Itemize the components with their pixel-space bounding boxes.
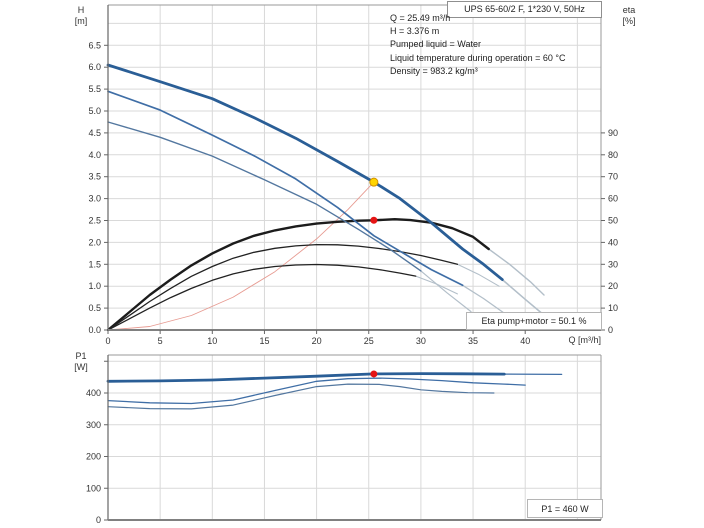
tick-label-q: 15 (259, 336, 269, 346)
tick-label-q: 30 (416, 336, 426, 346)
h-axis-symbol: H (78, 5, 85, 15)
eta-axis-unit: [%] (622, 16, 635, 26)
tick-label-eta: 20 (608, 281, 618, 291)
tick-label-eta: 10 (608, 303, 618, 313)
eta-axis-unit-label: eta [%] (612, 5, 646, 27)
tick-label-eta: 0 (608, 325, 613, 335)
tick-label-eta: 80 (608, 150, 618, 160)
tick-label-h: 2.5 (88, 216, 101, 226)
tick-label-h: 5.5 (88, 84, 101, 94)
tick-label-h: 1.5 (88, 259, 101, 269)
annotation-q: Q = 25.49 m³/h (390, 12, 565, 25)
duty-point-eta-marker (370, 217, 377, 224)
pump-charts-svg: 0.0 0.5 1.0 1.5 2.0 2.5 3.0 3.5 4.0 4.5 5.0 5.5 6.0 6… (0, 0, 704, 528)
tick-label-eta: 40 (608, 237, 618, 247)
eta-axis-symbol: eta (623, 5, 636, 15)
p1-axis-unit: [W] (74, 362, 88, 372)
tick-label-q: 5 (158, 336, 163, 346)
tick-label-q: 10 (207, 336, 217, 346)
tick-label-p1: 300 (86, 420, 101, 430)
duty-point-p1-marker (370, 370, 377, 377)
curve-p1-speed3 (108, 374, 504, 382)
p1-axis-symbol: P1 (75, 351, 86, 361)
tick-label-p1: 200 (86, 452, 101, 462)
tick-label-p1: 100 (86, 483, 101, 493)
p1-axis-unit-label: P1 [W] (62, 351, 100, 373)
tick-label-h: 2.0 (88, 237, 101, 247)
tick-label-h: 0.0 (88, 325, 101, 335)
tick-label-h: 4.5 (88, 128, 101, 138)
tick-label-eta: 50 (608, 216, 618, 226)
tick-label-h: 1.0 (88, 281, 101, 291)
pump-performance-panel: H [m] eta [%] P1 [W] UPS 65-60/2 F, 1*23… (0, 0, 704, 528)
curve-eta-speed2-extension (457, 264, 499, 286)
annotation-temperature: Liquid temperature during operation = 60… (390, 52, 565, 65)
tick-label-q: 25 (364, 336, 374, 346)
curve-p1-speed1 (108, 384, 494, 409)
curve-eta-speed3-extension (489, 249, 544, 295)
tick-label-h: 5.0 (88, 106, 101, 116)
tick-label-eta: 70 (608, 172, 618, 182)
tick-label-eta: 90 (608, 128, 618, 138)
annotation-h: H = 3.376 m (390, 25, 565, 38)
duty-point-qh-marker (370, 178, 378, 186)
tick-label-eta: 30 (608, 259, 618, 269)
tick-label-h: 6.5 (88, 40, 101, 50)
tick-label-h: 3.0 (88, 194, 101, 204)
tick-label-p1: 0 (96, 515, 101, 525)
tick-label-q: 35 (468, 336, 478, 346)
tick-label-p1: 400 (86, 388, 101, 398)
tick-label-q: 20 (312, 336, 322, 346)
tick-label-h: 3.5 (88, 172, 101, 182)
tick-label-h: 0.5 (88, 303, 101, 313)
annotation-liquid: Pumped liquid = Water (390, 38, 565, 51)
eta-value-label: Eta pump+motor = 50.1 % (466, 312, 602, 330)
h-axis-unit: [m] (75, 16, 88, 26)
q-axis-unit-label: Q [m³/h] (520, 335, 601, 345)
tick-label-h: 4.0 (88, 150, 101, 160)
tick-label-q: 0 (105, 336, 110, 346)
curve-eta-pump-motor-speed3 (108, 219, 489, 330)
h-axis-unit-label: H [m] (62, 5, 100, 27)
curve-qh-speed2 (108, 91, 463, 285)
curve-eta-pump-motor-speed1 (108, 265, 416, 331)
duty-point-annotations: Q = 25.49 m³/h H = 3.376 m Pumped liquid… (390, 12, 565, 78)
annotation-density: Density = 983.2 kg/m³ (390, 65, 565, 78)
p1-value-label: P1 = 460 W (527, 499, 603, 518)
tick-label-eta: 60 (608, 194, 618, 204)
tick-label-h: 6.0 (88, 62, 101, 72)
